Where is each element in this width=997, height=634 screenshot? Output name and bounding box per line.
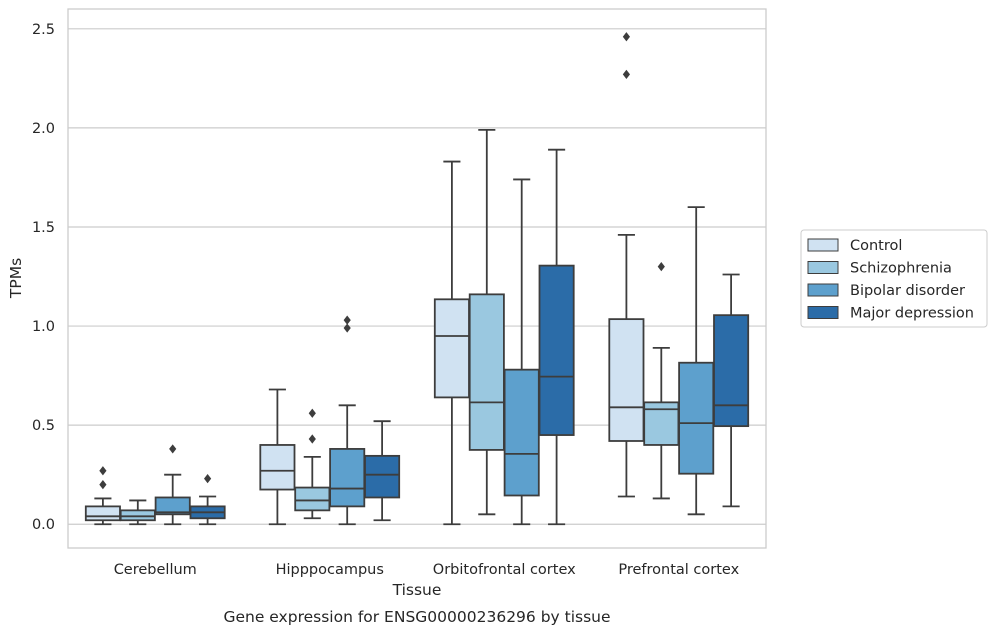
outlier-point: [622, 69, 630, 79]
box-iqr: [294, 486, 331, 512]
outlier-point: [657, 262, 665, 272]
y-tick-labels: 0.0 0.5 1.0 1.5 2.0 2.5: [32, 22, 55, 533]
box-iqr: [433, 298, 470, 399]
box-group: [119, 499, 156, 526]
box-group: [643, 262, 680, 500]
box-iqr: [678, 361, 715, 475]
x-tick-label: Hipppocampus: [276, 562, 384, 578]
outlier-point: [308, 434, 316, 444]
x-tick-label: Prefrontal cortex: [618, 562, 739, 578]
boxes: [84, 32, 750, 526]
x-tick-labels: Cerebellum Hipppocampus Orbitofrontal cort…: [114, 562, 740, 578]
y-tick-label: 0.0: [32, 517, 55, 533]
box-group: [259, 388, 296, 526]
box-iqr: [468, 293, 505, 451]
box-iqr: [119, 509, 156, 522]
outlier-point: [308, 408, 316, 418]
legend-swatch: [807, 238, 839, 252]
box-iqr: [84, 505, 121, 522]
box-group: [154, 444, 191, 526]
plot-frame: [67, 8, 767, 549]
y-tick-label: 0.5: [32, 418, 55, 434]
outlier-point: [622, 32, 630, 42]
outlier-point: [343, 315, 351, 325]
outlier-point: [169, 444, 177, 454]
box-iqr: [364, 454, 401, 499]
legend-swatch: [807, 283, 839, 297]
box-group: [84, 466, 121, 526]
box-group: [364, 420, 401, 522]
box-group: [503, 178, 540, 526]
box-group: [713, 273, 750, 508]
chart-caption: Gene expression for ENSG00000236296 by t…: [223, 608, 610, 626]
box-group: [294, 408, 331, 520]
outlier-point: [343, 323, 351, 333]
y-axis-label: TPMs: [7, 258, 25, 299]
legend-frame: [800, 229, 988, 328]
box-iqr: [503, 368, 540, 497]
y-tick-label: 1.0: [32, 319, 55, 335]
outlier-point: [99, 466, 107, 476]
box-iqr: [259, 444, 296, 491]
grid-lines: [68, 28, 766, 525]
y-tick-label: 2.5: [32, 22, 55, 38]
box-iqr: [608, 318, 645, 442]
box-iqr: [713, 314, 750, 428]
box-group: [678, 206, 715, 516]
x-tick-label: Cerebellum: [114, 562, 197, 578]
legend-label: Control: [850, 238, 902, 254]
box-iqr: [329, 448, 366, 508]
legend-label: Major depression: [850, 306, 974, 322]
legend-label: Bipolar disorder: [850, 283, 965, 299]
x-axis-label: Tissue: [392, 581, 442, 599]
box-group: [538, 148, 575, 526]
box-iqr: [538, 264, 575, 436]
y-tick-label: 1.5: [32, 220, 55, 236]
box-group: [608, 32, 645, 498]
plot-background: [68, 9, 766, 548]
y-tick-label: 2.0: [32, 121, 55, 137]
legend-swatch: [807, 306, 839, 319]
outlier-point: [99, 479, 107, 490]
legend: Control Schizophrenia Bipolar disorder Majo…: [800, 229, 988, 328]
outlier-point: [204, 474, 212, 484]
x-tick-label: Orbitofrontal cortex: [433, 562, 576, 578]
legend-swatch: [807, 261, 839, 274]
box-group: [189, 474, 226, 526]
box-group: [433, 160, 470, 526]
box-group: [329, 315, 366, 526]
legend-label: Schizophrenia: [850, 261, 952, 277]
